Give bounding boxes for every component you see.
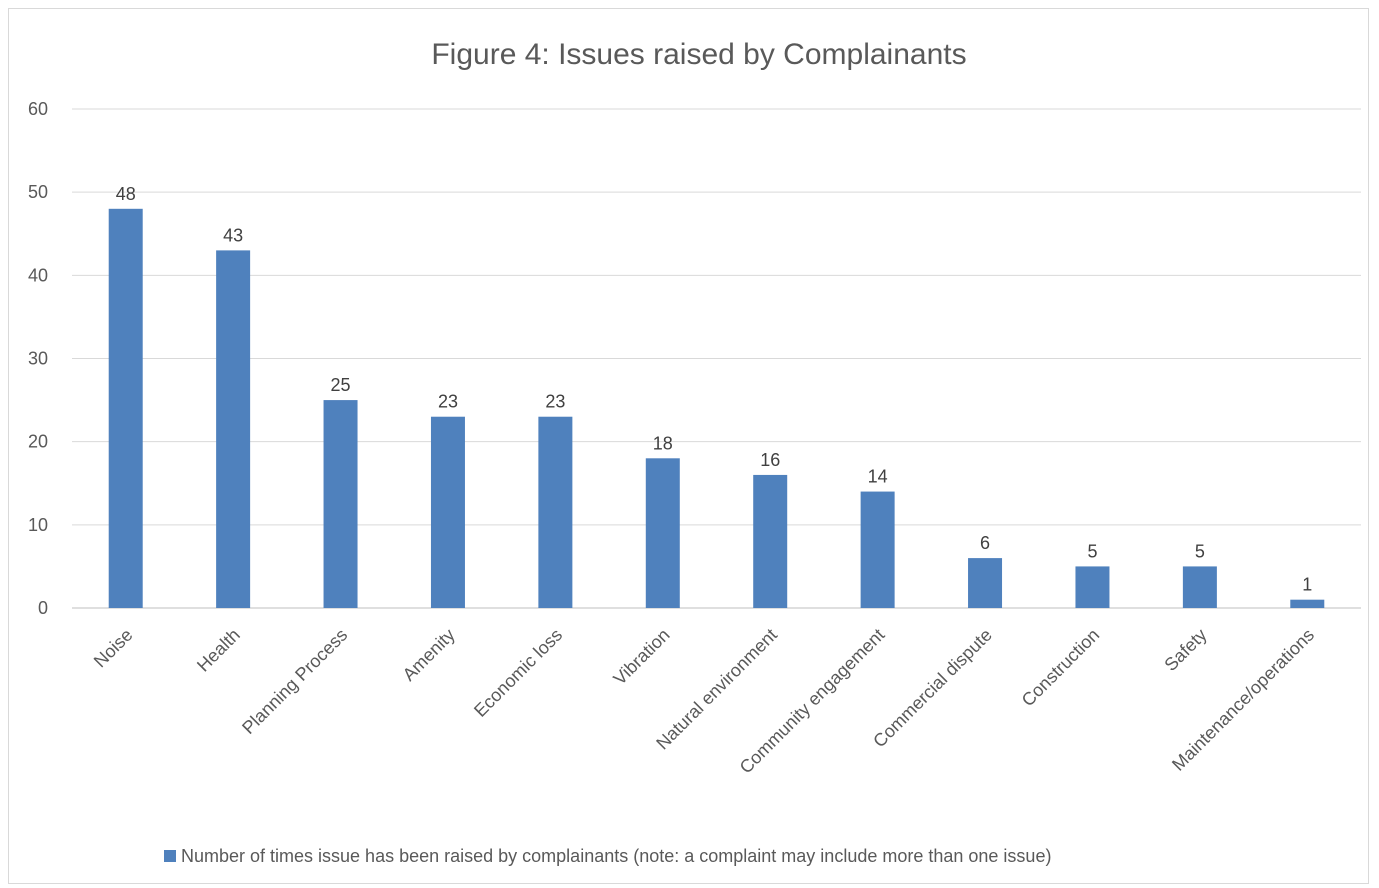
x-tick-label: Health [193, 625, 244, 676]
y-tick-label: 60 [28, 99, 48, 119]
y-tick-label: 40 [28, 265, 48, 285]
x-tick-label: Construction [1018, 625, 1104, 711]
y-tick-label: 0 [38, 598, 48, 618]
x-tick-label: Noise [90, 625, 137, 672]
data-label: 16 [760, 450, 780, 470]
bar [216, 250, 251, 608]
data-labels: 48 43 25 23 23 18 16 14 6 5 5 1 [116, 184, 1313, 595]
data-label: 6 [980, 533, 990, 553]
bar [1182, 566, 1217, 608]
y-tick-label: 20 [28, 432, 48, 452]
data-label: 14 [868, 467, 888, 487]
x-tick-label: Commercial dispute [869, 625, 996, 752]
bar [968, 558, 1003, 608]
x-tick-label: Economic loss [470, 625, 566, 721]
gridlines [72, 108, 1361, 609]
chart-title: Figure 4: Issues raised by Complainants [431, 38, 966, 71]
legend-label: Number of times issue has been raised by… [181, 846, 1051, 866]
data-label: 1 [1302, 575, 1312, 595]
y-tick-label: 30 [28, 349, 48, 369]
data-label: 25 [331, 375, 351, 395]
y-tick-label: 10 [28, 515, 48, 535]
x-tick-label: Vibration [609, 625, 673, 689]
bar [323, 400, 358, 608]
x-tick-label: Amenity [399, 625, 459, 685]
bar [430, 416, 465, 608]
bar [108, 208, 143, 609]
bar [753, 474, 788, 608]
y-tick-label: 50 [28, 182, 48, 202]
data-label: 43 [223, 225, 243, 245]
bar [1075, 566, 1110, 608]
data-label: 23 [438, 392, 458, 412]
bar [538, 416, 573, 608]
y-axis-ticks: 0 10 20 30 40 50 60 [28, 99, 48, 618]
bar [645, 458, 680, 608]
data-label: 48 [116, 184, 136, 204]
legend: Number of times issue has been raised by… [164, 846, 1051, 866]
bars [108, 208, 1325, 609]
bar [860, 491, 895, 608]
bar [1290, 599, 1325, 608]
data-label: 5 [1195, 541, 1205, 561]
data-label: 5 [1087, 541, 1097, 561]
data-label: 23 [545, 392, 565, 412]
data-label: 18 [653, 433, 673, 453]
x-tick-label: Planning Process [238, 625, 351, 738]
x-tick-label: Safety [1160, 625, 1210, 675]
x-tick-label: Natural environment [652, 625, 781, 754]
legend-swatch [164, 850, 176, 862]
